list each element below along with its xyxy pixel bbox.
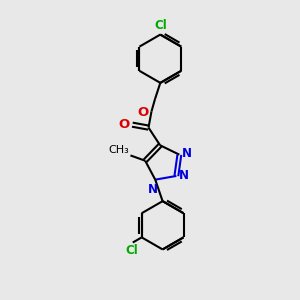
Text: Cl: Cl bbox=[125, 244, 138, 257]
Text: N: N bbox=[179, 169, 189, 182]
Text: O: O bbox=[138, 106, 149, 118]
Text: Cl: Cl bbox=[154, 19, 167, 32]
Text: CH₃: CH₃ bbox=[109, 145, 129, 155]
Text: N: N bbox=[148, 183, 158, 196]
Text: N: N bbox=[182, 147, 192, 160]
Text: O: O bbox=[119, 118, 130, 130]
